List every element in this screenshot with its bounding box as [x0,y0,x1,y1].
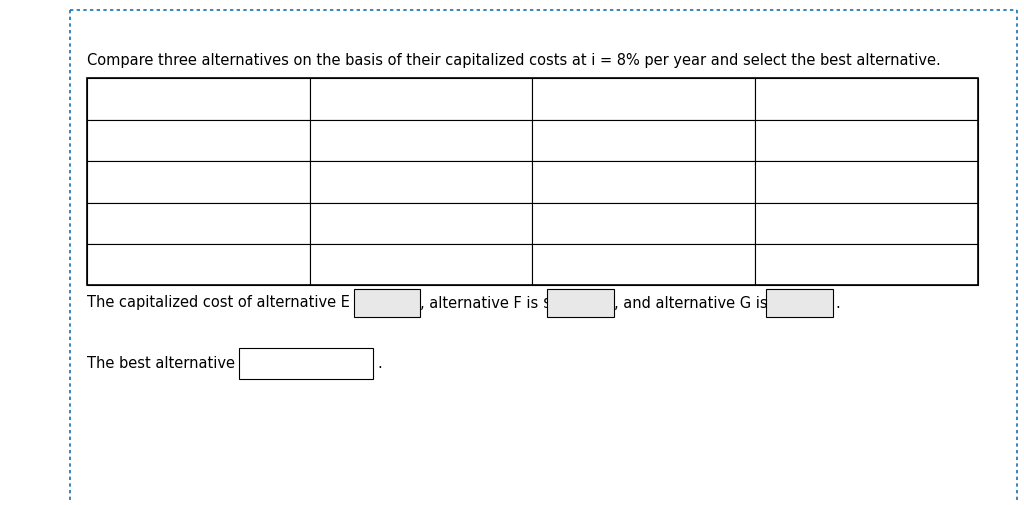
Text: $-460,000: $-460,000 [606,133,682,148]
Text: 2: 2 [417,257,426,272]
Text: First Cost: First Cost [92,133,161,148]
Text: ▼: ▼ [357,359,366,369]
Text: ∞: ∞ [860,257,872,272]
Text: $-80,000: $-80,000 [388,133,455,148]
Text: The capitalized cost of alternative E is $: The capitalized cost of alternative E is… [87,295,380,311]
Text: (Click to select): (Click to select) [245,357,352,371]
Text: .: . [836,295,841,311]
Text: , alternative F is $: , alternative F is $ [420,295,553,311]
Text: $-960,000: $-960,000 [828,133,904,148]
Text: Salvage Value: Salvage Value [92,216,196,231]
Text: F: F [640,91,648,107]
Text: , and alternative G is $: , and alternative G is $ [613,295,781,311]
Text: The best alternative is: The best alternative is [87,356,256,371]
Text: G: G [861,91,872,107]
Text: Alternative: Alternative [92,91,173,107]
Text: .: . [378,356,382,371]
Text: E: E [417,91,426,107]
Text: 4: 4 [639,257,648,272]
Text: $-30,000: $-30,000 [611,174,677,189]
Text: $-65,000: $-65,000 [388,174,454,189]
Text: $450,000: $450,000 [831,216,901,231]
Text: Life, Years: Life, Years [92,257,167,272]
Text: $90,000: $90,000 [613,216,674,231]
Text: AOC, per Year: AOC, per Year [92,174,194,189]
Text: $40,000: $40,000 [391,216,452,231]
Text: $-3,000: $-3,000 [839,174,895,189]
Text: Compare three alternatives on the basis of their capitalized costs at i = 8% per: Compare three alternatives on the basis … [87,53,941,68]
